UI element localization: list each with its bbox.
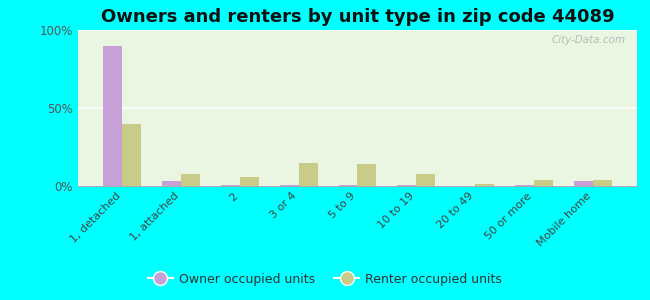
Bar <box>122 124 141 186</box>
Bar <box>416 173 435 186</box>
Bar <box>358 164 376 186</box>
Bar <box>475 184 494 186</box>
Bar <box>181 173 200 186</box>
Bar <box>339 185 358 186</box>
Text: City-Data.com: City-Data.com <box>552 35 626 45</box>
Bar <box>299 163 317 186</box>
Bar <box>456 185 475 186</box>
Bar <box>280 185 299 186</box>
Bar <box>593 180 612 186</box>
Bar <box>574 181 593 186</box>
Bar <box>534 180 552 186</box>
Bar <box>398 185 416 186</box>
Bar <box>515 185 534 186</box>
Title: Owners and renters by unit type in zip code 44089: Owners and renters by unit type in zip c… <box>101 8 614 26</box>
Bar <box>221 185 240 186</box>
Bar <box>240 177 259 186</box>
Bar <box>103 46 122 186</box>
Bar <box>162 181 181 186</box>
Legend: Owner occupied units, Renter occupied units: Owner occupied units, Renter occupied un… <box>143 268 507 291</box>
